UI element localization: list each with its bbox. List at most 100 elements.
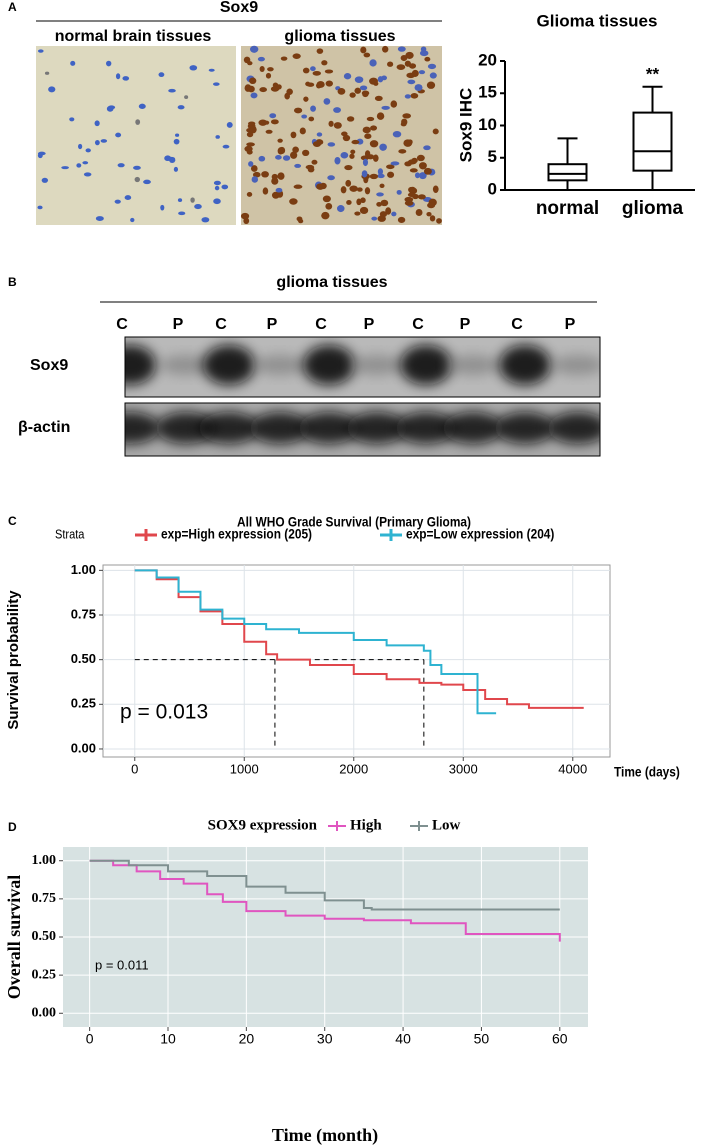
band bbox=[254, 355, 306, 375]
x-tick-label: 2000 bbox=[339, 761, 368, 776]
panel-label: C bbox=[8, 514, 17, 528]
nucleus bbox=[296, 216, 303, 222]
nucleus bbox=[37, 205, 43, 210]
blot-bands bbox=[125, 412, 600, 444]
nucleus bbox=[250, 165, 258, 172]
nucleus bbox=[377, 173, 385, 179]
nucleus bbox=[349, 185, 358, 192]
nucleus bbox=[361, 170, 368, 178]
x-tick-label: 60 bbox=[552, 1031, 568, 1047]
nucleus bbox=[252, 171, 261, 178]
x-tick-label: 0 bbox=[131, 761, 138, 776]
nucleus bbox=[289, 198, 298, 205]
nucleus bbox=[270, 119, 279, 125]
nucleus bbox=[138, 103, 146, 109]
annotation: ** bbox=[646, 64, 660, 83]
nucleus bbox=[362, 126, 371, 134]
nucleus bbox=[390, 161, 400, 166]
x-axis-label: Time (month) bbox=[272, 1125, 378, 1146]
nucleus bbox=[290, 151, 298, 159]
blot-frame bbox=[124, 402, 601, 457]
nucleus bbox=[275, 187, 283, 193]
nucleus bbox=[250, 92, 258, 99]
y-tick-label: 0.00 bbox=[71, 740, 96, 755]
nucleus bbox=[396, 189, 402, 195]
nucleus bbox=[324, 69, 334, 74]
band bbox=[125, 345, 156, 385]
chart-title: All WHO Grade Survival (Primary Glioma) bbox=[237, 514, 471, 530]
y-tick-label: 0.75 bbox=[32, 891, 57, 906]
survival-curve bbox=[89, 859, 561, 942]
nucleus bbox=[94, 120, 100, 127]
nucleus bbox=[311, 159, 318, 165]
lane-label: C bbox=[412, 316, 424, 333]
nucleus bbox=[385, 207, 392, 215]
nucleus bbox=[85, 148, 91, 153]
nucleus bbox=[250, 45, 259, 53]
y-tick-label: 0 bbox=[488, 179, 497, 198]
panel-label: A bbox=[8, 0, 17, 14]
nucleus bbox=[364, 133, 372, 139]
nucleus bbox=[280, 56, 288, 61]
nucleus bbox=[381, 105, 390, 110]
nucleus bbox=[340, 186, 347, 194]
nucleus bbox=[190, 197, 195, 203]
nucleus bbox=[346, 116, 355, 122]
band bbox=[400, 345, 452, 385]
nucleus bbox=[377, 168, 384, 176]
nucleus bbox=[418, 70, 426, 75]
nucleus bbox=[351, 139, 360, 145]
nucleus bbox=[345, 179, 352, 187]
legend-title: SOX9 expression bbox=[208, 817, 318, 833]
nucleus bbox=[312, 70, 321, 76]
band bbox=[299, 412, 359, 444]
nucleus bbox=[306, 82, 315, 87]
nucleus bbox=[69, 117, 75, 122]
nucleus bbox=[356, 187, 363, 192]
nucleus bbox=[251, 176, 259, 183]
nucleus bbox=[343, 73, 352, 80]
nucleus bbox=[133, 165, 141, 170]
nucleus bbox=[249, 125, 257, 134]
nucleus bbox=[336, 205, 345, 213]
panel-label: D bbox=[8, 820, 17, 834]
nucleus bbox=[277, 138, 283, 143]
nucleus bbox=[257, 56, 265, 62]
nucleus bbox=[415, 209, 423, 217]
nucleus bbox=[143, 179, 151, 185]
nucleus bbox=[354, 87, 362, 94]
nucleus bbox=[222, 144, 230, 149]
nucleus bbox=[362, 158, 369, 167]
nucleus bbox=[327, 175, 335, 181]
nucleus bbox=[303, 96, 309, 102]
nucleus bbox=[350, 149, 356, 155]
nucleus bbox=[158, 72, 165, 78]
nucleus bbox=[278, 146, 286, 155]
lane-label: C bbox=[215, 316, 227, 333]
nucleus bbox=[362, 92, 369, 98]
nucleus bbox=[44, 71, 50, 75]
nucleus bbox=[263, 120, 270, 125]
nucleus bbox=[246, 142, 255, 147]
nucleus bbox=[423, 145, 431, 151]
image-caption: glioma tissues bbox=[284, 28, 395, 45]
band bbox=[447, 355, 499, 375]
survival-curve bbox=[134, 569, 497, 715]
nucleus bbox=[290, 131, 297, 139]
nucleus bbox=[246, 131, 254, 138]
nucleus bbox=[427, 202, 436, 209]
nucleus bbox=[78, 143, 83, 150]
x-tick-label: 20 bbox=[239, 1031, 255, 1047]
nucleus bbox=[376, 201, 382, 207]
nucleus bbox=[316, 81, 325, 88]
box bbox=[547, 163, 588, 182]
row-label: β-actin bbox=[18, 419, 70, 436]
nucleus bbox=[373, 81, 379, 86]
nucleus bbox=[246, 192, 253, 197]
nucleus bbox=[417, 194, 426, 200]
nucleus bbox=[354, 76, 364, 83]
nucleus bbox=[376, 192, 384, 197]
nucleus bbox=[380, 199, 389, 207]
nucleus bbox=[342, 134, 351, 142]
chart-title: Glioma tissues bbox=[537, 11, 658, 30]
